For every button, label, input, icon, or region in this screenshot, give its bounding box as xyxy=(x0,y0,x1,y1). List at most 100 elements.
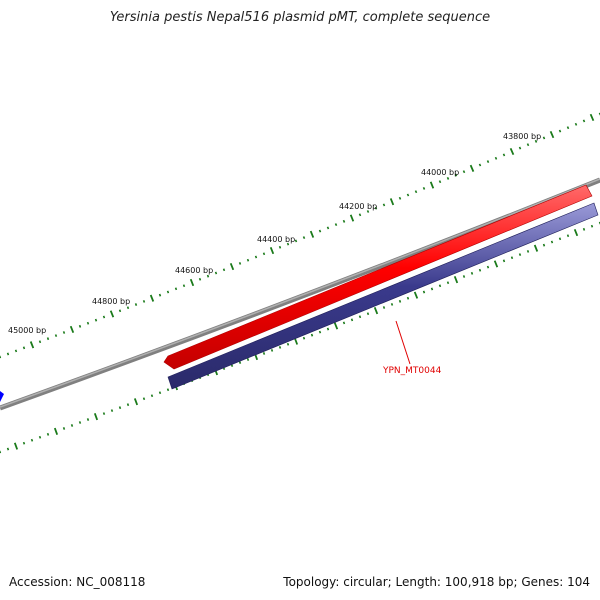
minor-tick xyxy=(246,258,250,262)
minor-tick xyxy=(118,309,122,313)
minor-tick xyxy=(102,412,106,415)
major-tick xyxy=(549,130,555,139)
major-tick xyxy=(269,246,275,255)
minor-tick xyxy=(398,196,402,200)
minor-tick xyxy=(126,403,130,407)
minor-tick xyxy=(262,352,266,355)
minor-tick xyxy=(366,210,370,213)
minor-tick xyxy=(534,139,538,143)
minor-tick xyxy=(182,284,186,288)
major-tick xyxy=(229,262,235,271)
minor-tick xyxy=(486,160,490,164)
minor-tick xyxy=(558,237,562,241)
minor-tick xyxy=(302,336,306,340)
minor-tick xyxy=(14,349,18,353)
minor-tick xyxy=(526,250,530,253)
minor-tick xyxy=(78,421,82,424)
minor-tick xyxy=(478,268,482,272)
minor-tick xyxy=(262,252,266,256)
major-tick xyxy=(69,325,75,334)
tick-label: 44800 bp xyxy=(92,297,130,306)
minor-tick xyxy=(286,242,290,246)
minor-tick xyxy=(342,219,346,223)
minor-tick xyxy=(302,236,306,240)
minor-tick xyxy=(86,321,90,325)
minor-tick xyxy=(510,256,514,260)
minor-tick xyxy=(438,180,442,184)
gene-arrow[interactable] xyxy=(163,184,593,370)
minor-tick xyxy=(422,290,426,294)
gene-label-leader xyxy=(395,320,411,365)
minor-tick xyxy=(150,394,154,398)
minor-tick xyxy=(278,346,282,349)
tick-label: 44000 bp xyxy=(421,168,459,177)
minor-tick xyxy=(422,186,426,190)
major-tick xyxy=(333,322,339,330)
major-tick xyxy=(373,306,379,315)
map-title: Yersinia pestis Nepal516 plasmid pMT, co… xyxy=(109,10,491,25)
minor-tick xyxy=(198,277,202,281)
minor-tick xyxy=(246,358,250,361)
major-tick xyxy=(509,147,515,156)
minor-tick xyxy=(270,349,274,352)
minor-tick xyxy=(222,268,226,272)
major-tick xyxy=(53,427,59,436)
major-tick xyxy=(453,275,459,284)
plasmid-backbone-highlight xyxy=(0,178,600,408)
minor-tick xyxy=(518,146,522,150)
major-tick xyxy=(469,164,475,172)
major-tick xyxy=(573,228,579,237)
tick-label: 45000 bp xyxy=(8,326,46,335)
minor-tick xyxy=(46,432,50,436)
minor-tick xyxy=(406,193,410,197)
minor-tick xyxy=(478,163,482,167)
minor-tick xyxy=(86,418,90,421)
major-tick xyxy=(389,198,395,206)
minor-tick xyxy=(142,397,146,401)
minor-tick xyxy=(446,176,450,180)
gene-translation-bar[interactable] xyxy=(167,202,599,390)
minor-tick xyxy=(454,173,458,177)
minor-tick xyxy=(22,346,26,350)
minor-tick xyxy=(382,203,386,207)
minor-tick xyxy=(6,352,10,356)
minor-tick xyxy=(446,281,450,285)
minor-tick xyxy=(134,303,138,306)
minor-tick xyxy=(326,327,330,331)
minor-tick xyxy=(214,271,218,275)
minor-tick xyxy=(62,331,66,334)
major-tick xyxy=(413,291,419,299)
minor-tick xyxy=(294,239,298,243)
minor-tick xyxy=(238,262,242,265)
minor-tick xyxy=(366,312,370,316)
tick-label: 44400 bp xyxy=(257,235,295,244)
minor-tick xyxy=(582,227,586,231)
minor-tick xyxy=(462,170,466,174)
minor-tick xyxy=(582,119,586,123)
minor-tick xyxy=(430,287,434,291)
minor-tick xyxy=(566,234,570,238)
minor-tick xyxy=(494,156,498,160)
minor-tick xyxy=(382,306,386,309)
minor-tick xyxy=(30,438,34,442)
minor-tick xyxy=(38,340,42,344)
major-tick xyxy=(493,260,499,268)
minor-tick xyxy=(142,300,146,303)
major-tick xyxy=(589,113,595,122)
minor-tick xyxy=(358,315,362,319)
minor-tick xyxy=(6,447,10,451)
minor-tick xyxy=(550,240,554,244)
minor-tick xyxy=(358,213,362,217)
major-tick xyxy=(149,294,155,302)
major-tick xyxy=(533,244,539,252)
gene-label[interactable]: YPN_MT0044 xyxy=(382,366,442,376)
major-tick xyxy=(309,230,315,238)
minor-tick xyxy=(390,303,394,306)
minor-tick xyxy=(406,296,410,300)
minor-tick xyxy=(542,136,546,140)
major-tick xyxy=(29,341,35,349)
outer-scale-ticks xyxy=(0,112,600,359)
minor-tick xyxy=(558,129,562,133)
